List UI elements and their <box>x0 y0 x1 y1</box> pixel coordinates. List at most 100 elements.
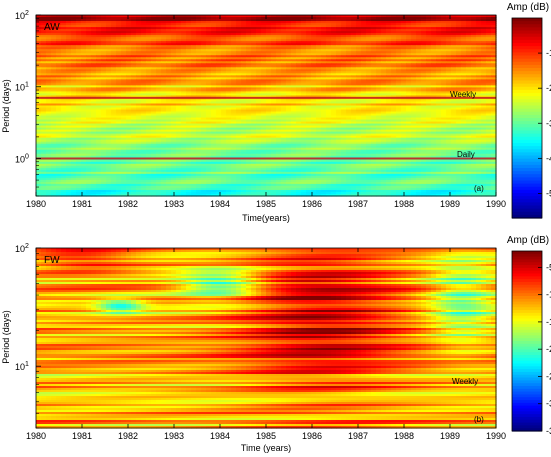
heatmap-cell <box>131 55 137 58</box>
heatmap-cell <box>381 41 387 44</box>
heatmap-cell <box>421 39 427 42</box>
heatmap-cell <box>211 29 217 32</box>
heatmap-cell <box>106 23 112 26</box>
heatmap-cell <box>56 37 62 40</box>
heatmap-cell <box>321 47 327 50</box>
heatmap-cell <box>166 25 172 28</box>
heatmap-cell <box>366 29 372 32</box>
heatmap-cell <box>121 67 127 70</box>
heatmap-cell <box>436 17 442 20</box>
heatmap-cell <box>171 25 177 28</box>
heatmap-cell <box>476 17 482 20</box>
heatmap-cell <box>386 17 392 20</box>
heatmap-cell <box>401 35 407 38</box>
heatmap-cell <box>351 27 357 30</box>
heatmap-cell <box>81 57 87 60</box>
heatmap-cell <box>96 59 102 62</box>
heatmap-cell <box>481 23 487 26</box>
heatmap-cell <box>441 53 447 56</box>
heatmap-cell <box>376 61 382 64</box>
heatmap-cell <box>371 49 377 52</box>
heatmap-cell <box>466 25 472 28</box>
heatmap-cell <box>141 15 147 18</box>
heatmap-cell <box>186 43 192 46</box>
heatmap-cell <box>396 17 402 20</box>
heatmap-cell <box>456 25 462 28</box>
heatmap-cell <box>111 37 117 40</box>
heatmap-cell <box>291 65 297 68</box>
heatmap-cell <box>386 33 392 36</box>
heatmap-cell <box>311 53 317 56</box>
heatmap-cell <box>166 19 172 22</box>
heatmap-cell <box>251 59 257 62</box>
heatmap-cell <box>36 57 42 60</box>
heatmap-cell <box>426 51 432 54</box>
heatmap-cell <box>106 57 112 60</box>
heatmap-cell <box>436 29 442 32</box>
heatmap-cell <box>41 15 47 18</box>
heatmap-cell <box>426 35 432 38</box>
heatmap-cell <box>331 47 337 50</box>
heatmap-cell <box>431 37 437 40</box>
heatmap-cell <box>106 17 112 20</box>
heatmap-cell <box>206 29 212 32</box>
heatmap-cell <box>306 63 312 66</box>
heatmap-cell <box>216 31 222 34</box>
heatmap-cell <box>181 49 187 52</box>
heatmap-cell <box>336 69 342 72</box>
heatmap-cell <box>56 15 62 18</box>
heatmap-cell <box>121 63 127 66</box>
heatmap-cell <box>426 59 432 62</box>
heatmap-cell <box>291 51 297 54</box>
heatmap-cell <box>371 33 377 36</box>
heatmap-cell <box>376 33 382 36</box>
heatmap-cell <box>176 21 182 24</box>
heatmap-cell <box>491 37 497 40</box>
heatmap-cell <box>216 57 222 60</box>
heatmap-cell <box>51 41 57 44</box>
heatmap-cell <box>121 23 127 26</box>
heatmap-cell <box>366 57 372 60</box>
heatmap-cell <box>186 47 192 50</box>
heatmap-cell <box>306 27 312 30</box>
heatmap-cell <box>186 35 192 38</box>
heatmap-cell <box>176 55 182 58</box>
heatmap-cell <box>121 33 127 36</box>
heatmap-cell <box>356 17 362 20</box>
heatmap-cell <box>396 47 402 50</box>
heatmap-cell <box>481 35 487 38</box>
heatmap-cell <box>486 39 492 42</box>
heatmap-cell <box>266 69 272 72</box>
heatmap-cell <box>351 21 357 24</box>
heatmap-cell <box>66 21 72 24</box>
heatmap-cell <box>236 65 242 68</box>
heatmap-cell <box>206 69 212 72</box>
heatmap-cell <box>261 47 267 50</box>
heatmap-cell <box>46 23 52 26</box>
heatmap-cell <box>216 37 222 40</box>
heatmap-cell <box>296 19 302 22</box>
heatmap-cell <box>181 29 187 32</box>
heatmap-cell <box>381 53 387 56</box>
heatmap-cell <box>491 19 497 22</box>
heatmap-cell <box>176 57 182 60</box>
heatmap-cell <box>296 47 302 50</box>
heatmap-cell <box>476 57 482 60</box>
heatmap-cell <box>126 59 132 62</box>
heatmap-cell <box>61 15 67 18</box>
heatmap-cell <box>251 41 257 44</box>
heatmap-cell <box>476 31 482 34</box>
heatmap-cell <box>341 19 347 22</box>
heatmap-cell <box>136 57 142 60</box>
heatmap-cell <box>476 27 482 30</box>
heatmap-cell <box>256 67 262 70</box>
heatmap-cell <box>201 25 207 28</box>
heatmap-cell <box>391 29 397 32</box>
heatmap-cell <box>451 45 457 48</box>
heatmap-cell <box>471 37 477 40</box>
heatmap-cell <box>186 61 192 64</box>
heatmap-cell <box>381 37 387 40</box>
heatmap-cell <box>436 57 442 60</box>
heatmap-cell <box>361 25 367 28</box>
heatmap-cell <box>221 53 227 56</box>
